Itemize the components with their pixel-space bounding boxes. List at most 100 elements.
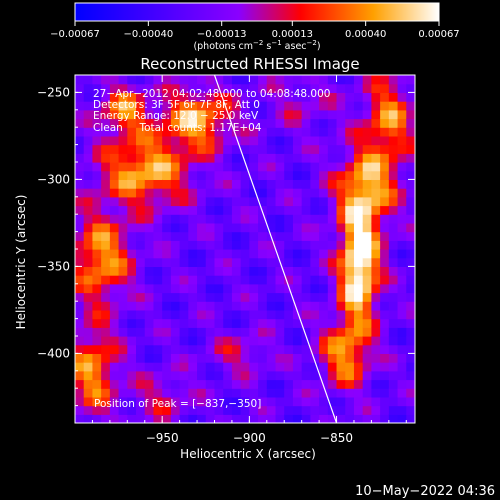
heatmap-cell	[266, 162, 277, 172]
heatmap-cell	[336, 414, 346, 423]
heatmap-cell	[170, 109, 181, 120]
annotation-detectors: Detectors: 3F 5F 6F 7F 8F, Att 0	[93, 99, 260, 111]
heatmap-cell	[205, 179, 216, 189]
heatmap-cell	[406, 222, 415, 233]
heatmap-cell	[118, 309, 128, 320]
colorbar	[74, 2, 440, 22]
heatmap-cell	[310, 414, 320, 423]
heatmap-cell	[170, 353, 181, 363]
heatmap-cell	[345, 144, 355, 154]
heatmap-cell	[388, 127, 399, 137]
heatmap-cell	[136, 388, 146, 398]
heatmap-cell	[188, 249, 198, 259]
heatmap-cell	[109, 240, 120, 250]
heatmap-cell	[336, 109, 346, 120]
heatmap-cell	[214, 301, 224, 311]
heatmap-cell	[214, 153, 224, 163]
heatmap-cell	[75, 257, 85, 267]
heatmap-cell	[310, 370, 320, 381]
heatmap-cell	[179, 379, 189, 389]
heatmap-cell	[275, 405, 285, 415]
heatmap-cell	[371, 196, 381, 207]
heatmap-cell	[249, 275, 259, 285]
heatmap-cell	[397, 83, 407, 93]
heatmap-cell	[240, 405, 250, 415]
heatmap-cell	[170, 283, 181, 294]
heatmap-cell	[223, 318, 233, 328]
heatmap-cell	[258, 127, 268, 137]
heatmap-cell	[223, 309, 233, 320]
heatmap-cell	[336, 396, 346, 407]
heatmap-cell	[388, 92, 399, 102]
heatmap-cell	[397, 309, 407, 320]
heatmap-cell	[336, 301, 346, 311]
heatmap-cell	[205, 92, 216, 102]
heatmap-cell	[388, 153, 399, 163]
heatmap-cell	[197, 414, 207, 423]
heatmap-cell	[362, 179, 373, 189]
heatmap-cell	[266, 379, 277, 389]
heatmap-cell	[301, 249, 311, 259]
heatmap-cell	[380, 179, 390, 189]
annotation-energy-range: Energy Range: 12.0 − 25.0 keV	[93, 110, 259, 122]
heatmap-cell	[371, 240, 381, 250]
heatmap-cell	[83, 205, 94, 215]
heatmap-cell	[275, 222, 285, 233]
heatmap-cell	[284, 249, 294, 259]
heatmap-cell	[362, 188, 373, 198]
heatmap-cell	[109, 170, 120, 180]
heatmap-cell	[223, 353, 233, 363]
heatmap-cell	[109, 414, 120, 423]
heatmap-cell	[231, 92, 242, 102]
heatmap-cell	[397, 292, 407, 302]
heatmap-cell	[144, 240, 155, 250]
heatmap-cell	[336, 353, 346, 363]
heatmap-cell	[231, 188, 242, 198]
heatmap-cell	[292, 144, 303, 154]
heatmap-cell	[345, 266, 355, 276]
heatmap-cell	[240, 275, 250, 285]
heatmap-cell	[310, 127, 320, 137]
heatmap-cell	[275, 83, 285, 93]
heatmap-cell	[109, 222, 120, 233]
heatmap-cell	[258, 257, 268, 267]
heatmap-cell	[353, 353, 364, 363]
heatmap-cell	[205, 231, 216, 241]
heatmap-cell	[249, 257, 259, 267]
heatmap-cell	[214, 75, 224, 85]
heatmap-cell	[240, 135, 250, 146]
heatmap-cell	[92, 362, 102, 372]
heatmap-cell	[388, 336, 399, 346]
heatmap-cell	[127, 249, 137, 259]
heatmap-cell	[92, 144, 102, 154]
heatmap-cell	[336, 336, 346, 346]
heatmap-cell	[92, 214, 102, 224]
heatmap-cell	[101, 362, 111, 372]
heatmap-cell	[275, 266, 285, 276]
heatmap-cell	[231, 257, 242, 267]
heatmap-cell	[380, 257, 390, 267]
heatmap-cell	[388, 283, 399, 294]
heatmap-cell	[406, 144, 415, 154]
heatmap-cell	[197, 257, 207, 267]
heatmap-cell	[170, 162, 181, 172]
heatmap-cell	[249, 344, 259, 354]
heatmap-cell	[214, 353, 224, 363]
heatmap-cell	[258, 170, 268, 180]
heatmap-cell	[319, 388, 329, 398]
heatmap-cell	[380, 362, 390, 372]
heatmap-cell	[371, 231, 381, 241]
heatmap-cell	[397, 205, 407, 215]
heatmap-cell	[353, 196, 364, 207]
heatmap-cell	[258, 396, 268, 407]
heatmap-cell	[205, 283, 216, 294]
heatmap-cell	[258, 153, 268, 163]
heatmap-cell	[380, 309, 390, 320]
heatmap-cell	[353, 336, 364, 346]
heatmap-cell	[310, 283, 320, 294]
colorbar-tick-label: 0.00013	[272, 29, 313, 40]
heatmap-cell	[301, 83, 311, 93]
heatmap-cell	[380, 405, 390, 415]
heatmap-cell	[362, 196, 373, 207]
heatmap-cell	[345, 275, 355, 285]
